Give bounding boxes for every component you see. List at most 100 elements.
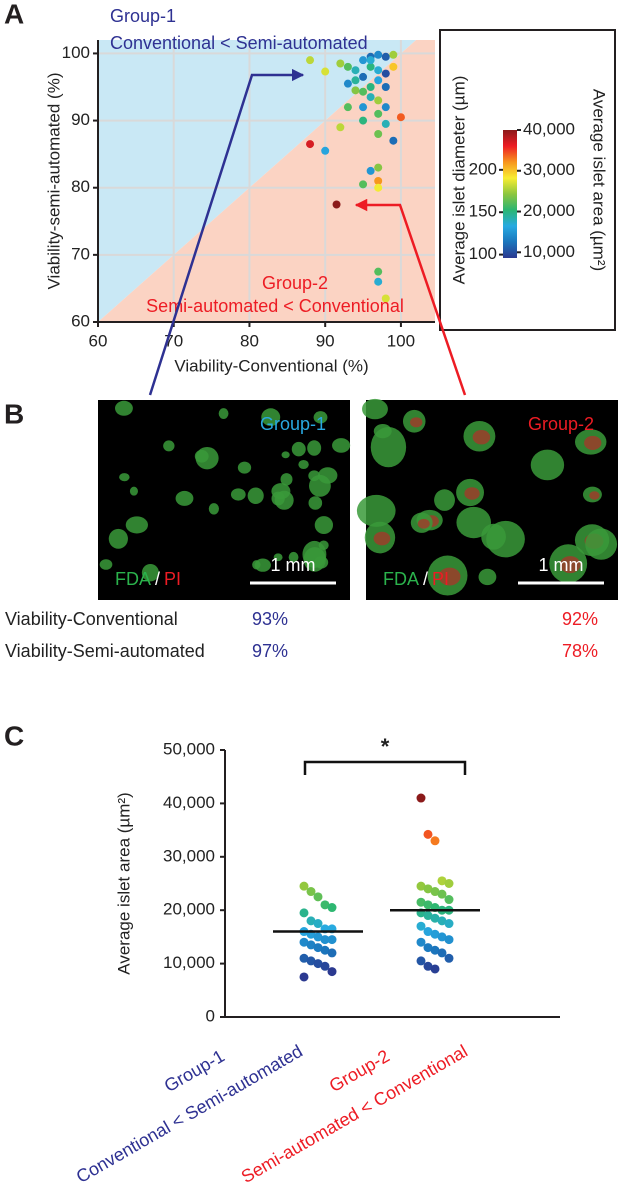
point <box>430 964 440 974</box>
islet-dead <box>438 567 461 586</box>
islet <box>218 408 229 420</box>
islet <box>247 487 264 505</box>
point <box>299 972 309 982</box>
x-axis-title: Viability-Conventional (%) <box>174 356 368 375</box>
point <box>359 116 368 125</box>
islet <box>434 489 455 511</box>
point <box>423 900 433 910</box>
islet <box>313 411 328 424</box>
point <box>306 56 315 65</box>
point <box>423 927 433 937</box>
islet <box>115 400 133 416</box>
islet <box>585 528 618 560</box>
y-tick-label: 40,000 <box>163 793 215 812</box>
point <box>381 83 390 91</box>
point <box>423 911 433 921</box>
islet <box>273 553 283 562</box>
point <box>374 130 383 138</box>
y-tick-label: 10,000 <box>163 953 215 972</box>
point <box>437 948 447 958</box>
point <box>374 163 383 172</box>
colorbar-tick-label: 150 <box>469 202 497 221</box>
islet <box>307 440 322 456</box>
islet <box>530 449 565 481</box>
point <box>381 103 390 112</box>
significance-bracket <box>303 760 467 775</box>
point <box>374 267 383 276</box>
islet <box>119 473 130 482</box>
point <box>389 136 398 145</box>
islet <box>261 408 281 427</box>
islet <box>298 459 309 470</box>
point <box>374 50 383 59</box>
islet <box>230 488 246 501</box>
islet <box>302 540 327 568</box>
significance-label: * <box>381 734 390 759</box>
overlay: A B C <box>4 0 467 751</box>
islet <box>314 516 334 535</box>
point <box>306 140 315 149</box>
annotation: Group-2 <box>262 273 328 293</box>
cell: 97% <box>252 641 288 661</box>
islet <box>125 516 149 534</box>
y-tick-label: 60 <box>71 311 90 330</box>
point <box>299 953 309 963</box>
islet <box>252 560 261 570</box>
y-tick-label: 20,000 <box>163 900 215 919</box>
islet <box>362 398 388 420</box>
point <box>321 67 330 76</box>
islet <box>456 506 492 539</box>
point <box>374 183 383 192</box>
islet-dead <box>589 491 600 500</box>
point <box>336 123 345 132</box>
point <box>374 96 383 105</box>
colorbar <box>503 130 517 258</box>
point <box>416 793 426 803</box>
point <box>351 76 360 85</box>
point <box>320 935 330 945</box>
point <box>327 903 337 913</box>
point <box>381 52 390 61</box>
point <box>374 109 383 118</box>
point <box>359 72 368 81</box>
point <box>430 887 440 897</box>
islet-dead <box>373 531 391 546</box>
islet <box>291 441 306 457</box>
micrograph-title: Group-2 <box>528 414 594 434</box>
islet <box>478 568 497 586</box>
point <box>430 929 440 939</box>
islet <box>208 503 219 515</box>
colorbar-title: Average islet diameter (µm) <box>449 76 468 285</box>
islet-dead <box>464 487 480 500</box>
stain-name: PI <box>164 569 181 589</box>
panel-c: 0 10,000 20,000 30,000 40,000 50,000 Average i… <box>73 734 560 1187</box>
point <box>306 916 316 926</box>
point <box>299 908 309 918</box>
point <box>430 945 440 955</box>
stain-name: FDA <box>115 569 151 589</box>
point <box>437 916 447 926</box>
point <box>430 836 440 846</box>
point <box>366 93 375 102</box>
colorbar-title: Average islet area (µm²) <box>590 89 609 271</box>
point <box>299 881 309 891</box>
stain-name: / <box>423 569 428 589</box>
point <box>366 166 375 175</box>
colorbar-tick-label: 200 <box>469 159 497 178</box>
islet-dead <box>472 430 491 445</box>
point <box>366 83 375 91</box>
panel-label: B <box>4 398 24 429</box>
stain-name: PI <box>432 569 449 589</box>
point <box>423 943 433 953</box>
islet-dead <box>410 417 423 428</box>
stain-name: / <box>155 569 160 589</box>
point <box>374 66 383 75</box>
point <box>343 103 352 112</box>
point <box>313 943 323 953</box>
point <box>416 937 426 947</box>
islet <box>129 486 138 496</box>
point <box>332 200 341 209</box>
colorbar-tick-label: 20,000 <box>523 201 575 220</box>
